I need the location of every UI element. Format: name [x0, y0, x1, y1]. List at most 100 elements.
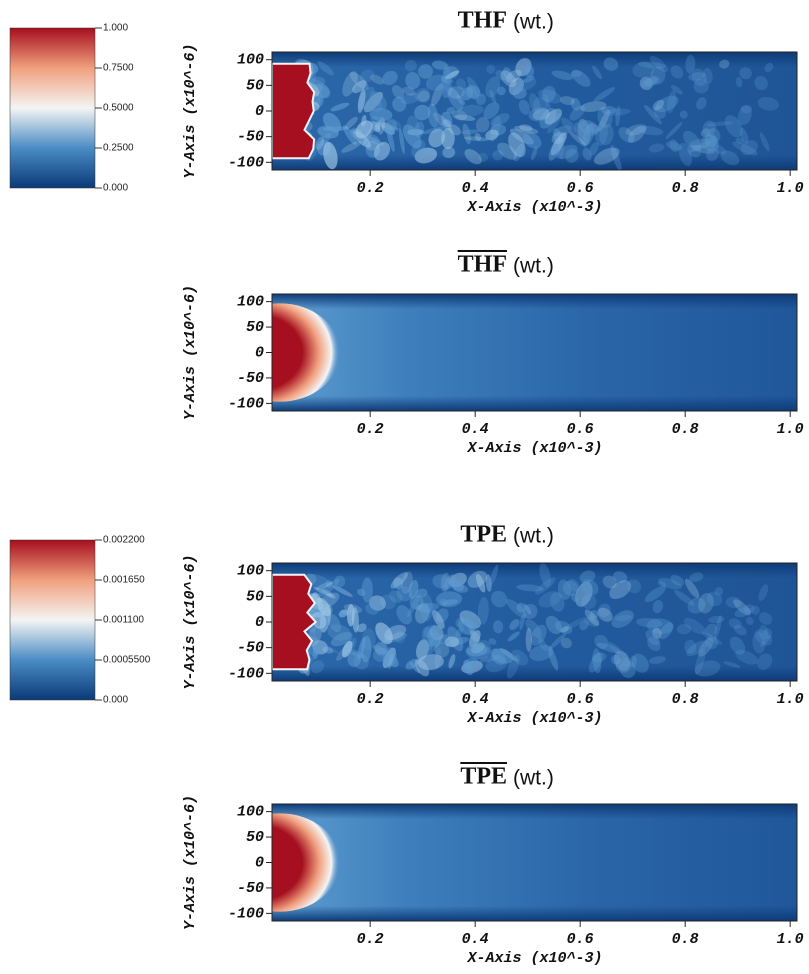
y-tick-label: 0 — [255, 344, 264, 361]
eddy — [463, 659, 474, 676]
eddy — [557, 579, 571, 600]
eddy — [711, 144, 727, 155]
eddy — [732, 141, 758, 156]
eddy — [724, 115, 743, 138]
eddy — [719, 59, 730, 69]
eddy — [344, 116, 358, 129]
eddy — [363, 91, 383, 113]
colorbar-tick-label: 0.001100 — [103, 615, 144, 626]
eddy — [405, 72, 421, 90]
eddy — [380, 594, 396, 610]
x-tick-label: 0.4 — [462, 421, 489, 438]
eddy — [415, 588, 428, 598]
colorbar-tick-label: 0.5000 — [103, 103, 134, 114]
eddy — [441, 599, 459, 606]
eddy — [396, 605, 413, 625]
eddy — [739, 67, 752, 80]
eddy — [465, 643, 491, 660]
x-tick-label: 0.6 — [567, 691, 594, 708]
eddy — [571, 593, 579, 603]
eddy — [584, 617, 600, 627]
eddy — [369, 107, 393, 122]
eddy — [670, 85, 683, 95]
x-tick-label: 0.2 — [357, 691, 384, 708]
eddy — [467, 570, 488, 588]
eddy — [549, 633, 567, 649]
eddy — [427, 103, 439, 128]
eddy — [368, 595, 386, 611]
eddy — [525, 627, 532, 652]
eddy — [417, 90, 430, 103]
eddy — [644, 75, 658, 87]
eddy — [763, 628, 773, 639]
eddy — [425, 74, 448, 91]
eddy — [644, 585, 666, 603]
panel-title: THF — [458, 252, 507, 278]
eddy — [483, 102, 500, 119]
eddy — [532, 97, 549, 114]
eddy — [725, 596, 742, 608]
eddy — [760, 635, 771, 647]
x-tick-label: 0.4 — [462, 180, 489, 197]
x-tick-label: 0.2 — [357, 931, 384, 948]
eddy — [708, 127, 721, 142]
eddy — [486, 64, 496, 74]
eddy — [537, 89, 562, 104]
eddy — [597, 106, 613, 128]
eddy — [758, 612, 773, 625]
eddy — [652, 599, 664, 614]
eddy — [419, 593, 433, 622]
eddy — [701, 134, 720, 152]
eddy — [321, 588, 336, 599]
eddy — [750, 605, 760, 615]
eddy — [509, 618, 520, 631]
eddy — [312, 646, 320, 660]
eddy — [615, 614, 632, 622]
eddy — [684, 578, 700, 599]
eddy — [518, 99, 531, 115]
eddy — [402, 86, 416, 96]
eddy — [374, 120, 381, 131]
eddy — [334, 575, 346, 588]
eddy — [595, 121, 608, 146]
eddy — [491, 648, 514, 664]
eddy — [625, 124, 648, 136]
jet-core — [272, 62, 316, 160]
eddy — [659, 622, 674, 640]
eddy — [728, 618, 742, 629]
eddy — [758, 624, 769, 640]
eddy — [519, 613, 525, 630]
x-tick-label: 0.4 — [462, 931, 489, 948]
eddy — [547, 646, 559, 671]
eddy — [485, 76, 501, 98]
eddy — [509, 128, 534, 145]
eddy — [478, 152, 489, 162]
eddy — [341, 141, 362, 153]
eddy — [388, 590, 403, 603]
eddy — [665, 121, 683, 140]
x-tick-label: 0.6 — [567, 180, 594, 197]
jet-core — [272, 303, 340, 402]
eddy — [448, 653, 456, 669]
eddy — [387, 655, 399, 668]
eddy — [704, 133, 718, 148]
eddy — [698, 637, 714, 657]
y-axis-label: Y-Axis (x10^-6) — [182, 285, 199, 420]
eddy — [408, 580, 419, 599]
eddy — [309, 76, 326, 86]
eddy — [764, 62, 774, 73]
eddy — [375, 642, 388, 657]
eddy — [568, 130, 587, 147]
eddy — [462, 123, 472, 145]
jet-core — [272, 573, 318, 671]
eddy — [369, 91, 387, 110]
eddy — [571, 69, 591, 87]
eddy — [602, 575, 617, 589]
eddy — [669, 139, 679, 153]
eddy — [532, 108, 550, 121]
x-tick-label: 0.8 — [672, 180, 699, 197]
colorbar-tick-label: 0.7500 — [103, 63, 134, 74]
x-tick-label: 1.0 — [777, 931, 804, 948]
eddy — [591, 652, 607, 663]
